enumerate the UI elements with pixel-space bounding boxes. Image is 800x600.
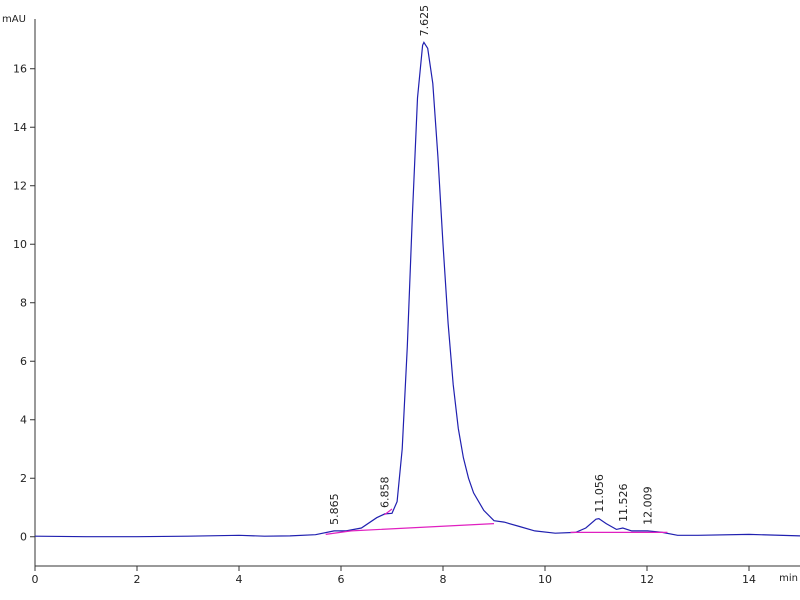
y-axis-label: mAU — [2, 14, 26, 25]
peak-label: 11.526 — [617, 483, 630, 522]
x-tick-label: 14 — [742, 573, 756, 586]
y-tick-label: 14 — [13, 121, 27, 134]
y-tick-label: 10 — [13, 238, 27, 251]
x-tick-label: 2 — [134, 573, 141, 586]
x-tick-label: 4 — [236, 573, 243, 586]
x-tick-label: 8 — [440, 573, 447, 586]
peak-label: 12.009 — [641, 486, 654, 525]
signal-line — [325, 508, 668, 535]
y-tick-label: 6 — [20, 355, 27, 368]
x-tick-label: 10 — [538, 573, 552, 586]
peak-label: 5.865 — [328, 493, 341, 525]
y-tick-label: 0 — [20, 531, 27, 544]
x-tick-label: 6 — [338, 573, 345, 586]
y-tick-label: 4 — [20, 414, 27, 427]
y-tick-label: 2 — [20, 472, 27, 485]
signal-line — [34, 41, 800, 538]
peak-label: 7.625 — [418, 5, 431, 37]
x-tick-label: 12 — [640, 573, 654, 586]
y-tick-label: 16 — [13, 63, 27, 76]
x-tick-label: 0 — [32, 573, 39, 586]
peak-label: 11.056 — [593, 474, 606, 513]
y-tick-label: 12 — [13, 180, 27, 193]
x-axis-label: min — [779, 573, 798, 584]
y-tick-label: 8 — [20, 297, 27, 310]
peak-label: 6.858 — [379, 476, 392, 508]
